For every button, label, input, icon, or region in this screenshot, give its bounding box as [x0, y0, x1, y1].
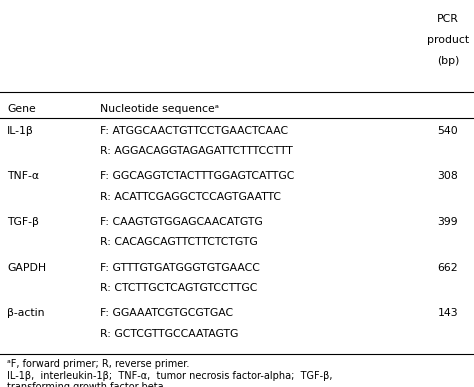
Text: F: ATGGCAACTGTTCCTGAACTCAAC: F: ATGGCAACTGTTCCTGAACTCAAC: [100, 126, 288, 136]
Text: R: CTCTTGCTCAGTGTCCTTGC: R: CTCTTGCTCAGTGTCCTTGC: [100, 283, 257, 293]
Text: transforming growth factor-beta.: transforming growth factor-beta.: [7, 382, 167, 387]
Text: GAPDH: GAPDH: [7, 263, 46, 273]
Text: Gene: Gene: [7, 104, 36, 115]
Text: R: ACATTCGAGGCTCCAGTGAATTC: R: ACATTCGAGGCTCCAGTGAATTC: [100, 192, 281, 202]
Text: F: GTTTGTGATGGGTGTGAACC: F: GTTTGTGATGGGTGTGAACC: [100, 263, 259, 273]
Text: Nucleotide sequenceᵃ: Nucleotide sequenceᵃ: [100, 104, 219, 115]
Text: IL-1β: IL-1β: [7, 126, 34, 136]
Text: 308: 308: [438, 171, 458, 182]
Text: product: product: [427, 35, 469, 45]
Text: TGF-β: TGF-β: [7, 217, 39, 227]
Text: (bp): (bp): [437, 56, 459, 66]
Text: F: GGAAATCGTGCGTGAC: F: GGAAATCGTGCGTGAC: [100, 308, 233, 319]
Text: R: AGGACAGGTAGAGATTCTTTCCTTT: R: AGGACAGGTAGAGATTCTTTCCTTT: [100, 146, 292, 156]
Text: F: CAAGTGTGGAGCAACATGTG: F: CAAGTGTGGAGCAACATGTG: [100, 217, 262, 227]
Text: IL-1β,  interleukin-1β;  TNF-α,  tumor necrosis factor-alpha;  TGF-β,: IL-1β, interleukin-1β; TNF-α, tumor necr…: [7, 371, 333, 381]
Text: 540: 540: [438, 126, 458, 136]
Text: β-actin: β-actin: [7, 308, 45, 319]
Text: PCR: PCR: [437, 14, 459, 24]
Text: TNF-α: TNF-α: [7, 171, 39, 182]
Text: F: GGCAGGTCTACTTTGGAGTCATTGC: F: GGCAGGTCTACTTTGGAGTCATTGC: [100, 171, 294, 182]
Text: R: CACAGCAGTTCTTCTCTGTG: R: CACAGCAGTTCTTCTCTGTG: [100, 237, 257, 247]
Text: ᵃF, forward primer; R, reverse primer.: ᵃF, forward primer; R, reverse primer.: [7, 359, 190, 369]
Text: R: GCTCGTTGCCAATAGTG: R: GCTCGTTGCCAATAGTG: [100, 329, 238, 339]
Text: 143: 143: [438, 308, 458, 319]
Text: 399: 399: [438, 217, 458, 227]
Text: 662: 662: [438, 263, 458, 273]
